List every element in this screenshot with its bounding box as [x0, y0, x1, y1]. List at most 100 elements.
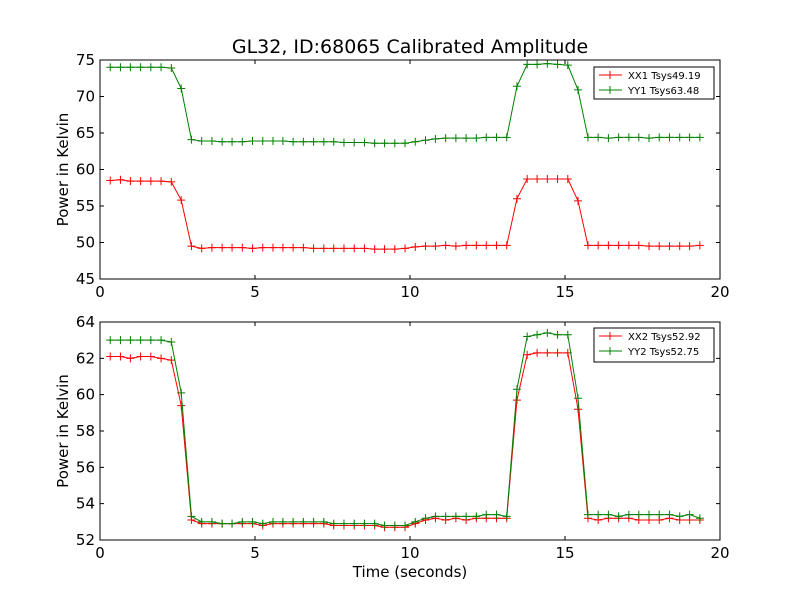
data-point: [594, 133, 603, 142]
data-point: [167, 177, 176, 186]
data-point: [583, 241, 592, 250]
legend-label: XX1 Tsys49.19: [628, 71, 701, 82]
data-point: [380, 139, 389, 148]
data-point: [360, 138, 369, 147]
data-point: [370, 519, 379, 528]
data-point: [146, 352, 155, 361]
x-tick-label: 5: [250, 544, 260, 562]
data-point: [197, 517, 206, 526]
data-point: [685, 242, 694, 251]
data-point: [401, 521, 410, 530]
data-point: [289, 517, 298, 526]
data-point: [411, 517, 420, 526]
y-tick-label: 65: [76, 124, 95, 142]
data-point: [167, 337, 176, 346]
data-point: [268, 517, 277, 526]
legend-item: XX2 Tsys52.92: [599, 332, 701, 343]
data-point: [218, 137, 227, 146]
y-tick-label: 60: [76, 386, 95, 404]
data-point: [218, 519, 227, 528]
data-point: [553, 330, 562, 339]
data-point: [218, 243, 227, 252]
data-point: [157, 63, 166, 72]
data-point: [685, 510, 694, 519]
data-point: [574, 196, 583, 205]
data-point: [268, 243, 277, 252]
data-point: [289, 137, 298, 146]
data-point: [401, 244, 410, 253]
x-tick-label: 0: [95, 544, 105, 562]
data-point: [634, 510, 643, 519]
legend: XX1 Tsys49.19 YY1 Tsys63.48: [593, 66, 715, 100]
y-tick-label: 62: [76, 349, 95, 367]
data-point: [421, 136, 430, 145]
data-point: [431, 134, 440, 143]
data-point: [523, 332, 532, 341]
data-point: [512, 82, 521, 91]
data-point: [645, 510, 654, 519]
data-point: [248, 244, 257, 253]
data-point: [604, 510, 613, 519]
chart-title: GL32, ID:68065 Calibrated Amplitude: [232, 36, 588, 58]
data-point: [390, 521, 399, 530]
data-point: [512, 385, 521, 394]
data-point: [329, 244, 338, 253]
y-tick-label: 60: [76, 161, 95, 179]
legend-item: YY2 Tsys52.75: [599, 347, 699, 358]
y-tick-label: 45: [76, 270, 95, 288]
data-point: [624, 133, 633, 142]
data-point: [126, 354, 135, 363]
legend-box: [593, 66, 715, 100]
data-point: [451, 134, 460, 143]
x-tick-label: 5: [250, 283, 260, 301]
data-point: [197, 137, 206, 146]
data-point: [299, 517, 308, 526]
data-point: [411, 242, 420, 251]
data-point: [207, 517, 216, 526]
data-point: [594, 510, 603, 519]
data-point: [136, 177, 145, 186]
data-point: [177, 196, 186, 205]
data-point: [543, 59, 552, 68]
data-point: [533, 330, 542, 339]
data-point: [126, 63, 135, 72]
x-axis-label: Time (seconds): [352, 563, 468, 581]
data-point: [675, 133, 684, 142]
data-point: [533, 174, 542, 183]
data-point: [604, 241, 613, 250]
data-point: [370, 245, 379, 254]
y-tick-label: 70: [76, 88, 95, 106]
legend-label: YY2 Tsys52.75: [627, 347, 699, 358]
data-point: [380, 245, 389, 254]
data-point: [523, 60, 532, 69]
data-point: [339, 138, 348, 147]
data-point: [106, 336, 115, 345]
data-point: [126, 336, 135, 345]
data-point: [685, 133, 694, 142]
data-point: [543, 328, 552, 337]
data-point: [451, 512, 460, 521]
x-tick-label: 15: [555, 283, 574, 301]
data-point: [583, 133, 592, 142]
data-point: [177, 388, 186, 397]
data-point: [624, 510, 633, 519]
data-point: [634, 241, 643, 250]
legend-item: XX1 Tsys49.19: [599, 71, 701, 82]
series-2: [106, 328, 704, 530]
data-point: [492, 133, 501, 142]
data-point: [350, 519, 359, 528]
data-point: [167, 64, 176, 73]
data-point: [563, 330, 572, 339]
data-point: [614, 133, 623, 142]
data-point: [411, 137, 420, 146]
y-tick-label: 56: [76, 458, 95, 476]
data-point: [116, 175, 125, 184]
data-point: [543, 174, 552, 183]
data-point: [116, 63, 125, 72]
data-point: [228, 519, 237, 528]
data-point: [299, 137, 308, 146]
data-point: [512, 194, 521, 203]
data-point: [574, 405, 583, 414]
data-point: [136, 336, 145, 345]
data-point: [574, 85, 583, 94]
